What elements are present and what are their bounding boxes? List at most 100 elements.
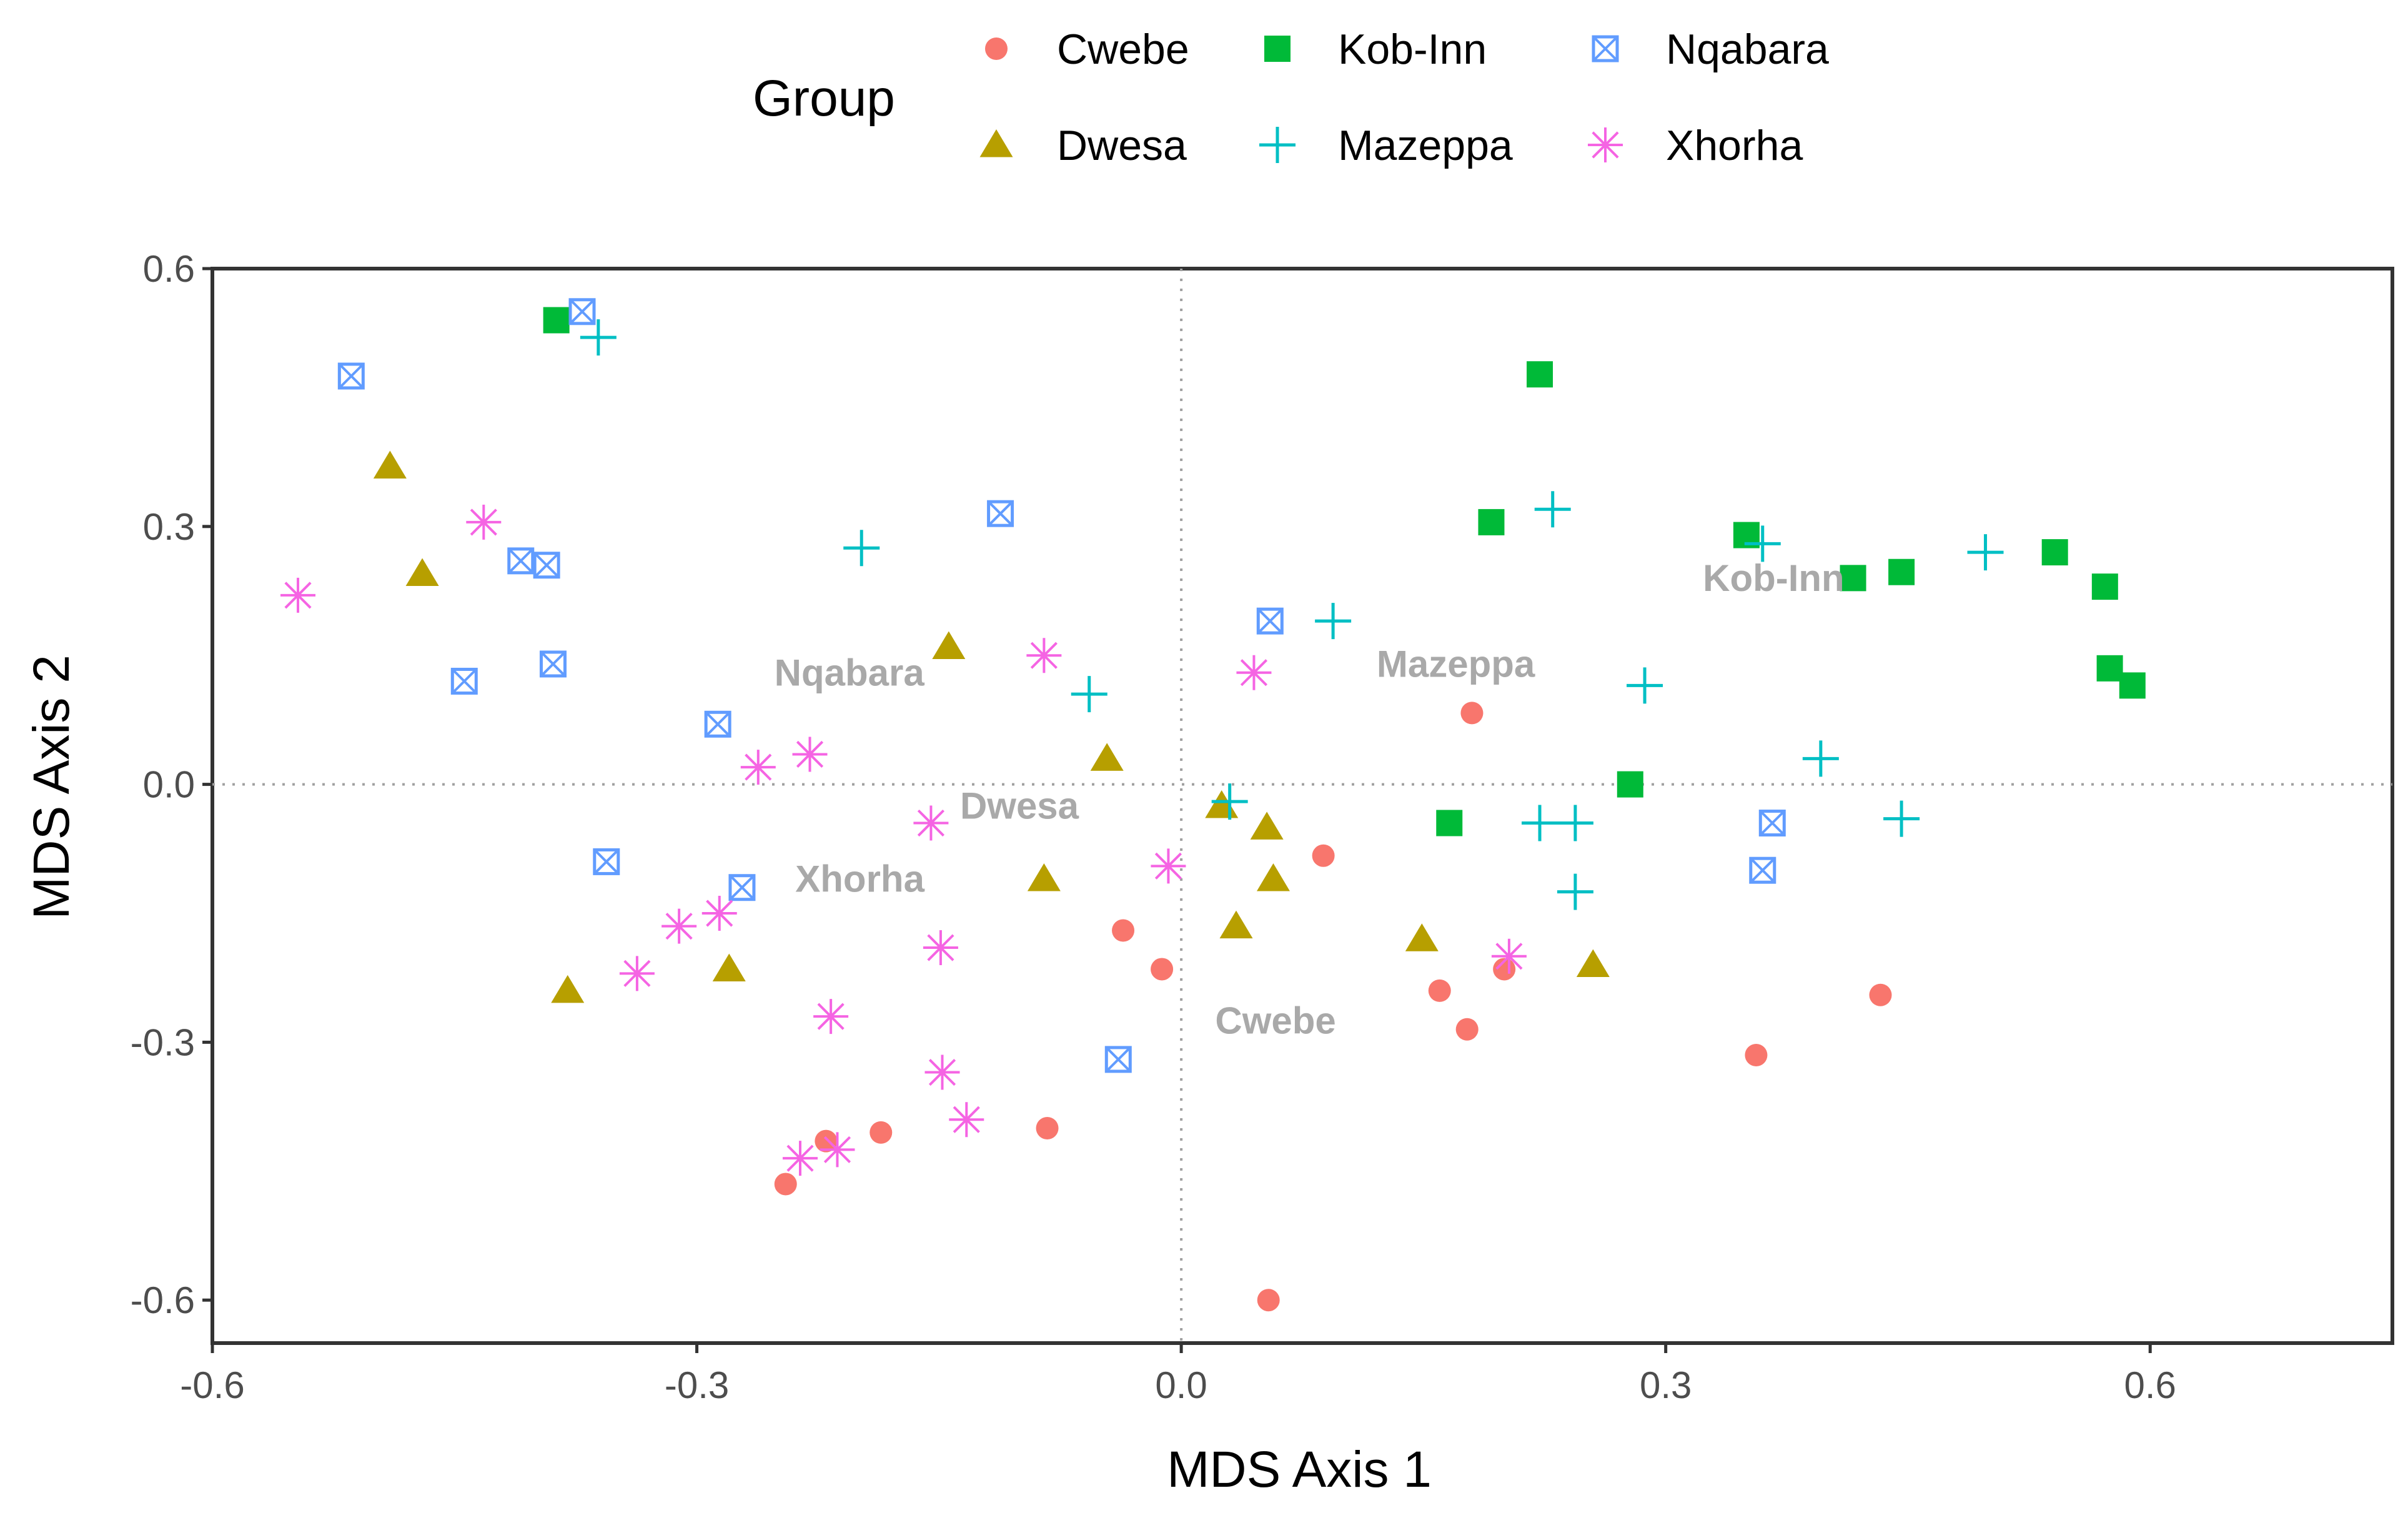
- data-point: [792, 737, 828, 772]
- data-point: [1534, 491, 1571, 528]
- data-point: [1090, 743, 1124, 771]
- data-point: [1883, 800, 1920, 837]
- data-point: [843, 530, 880, 567]
- data-point: [507, 547, 535, 575]
- data-point: [774, 1173, 797, 1196]
- legend-key: [1259, 127, 1296, 163]
- series-mazeppa: [580, 319, 2004, 910]
- x-tick-label: -0.6: [180, 1364, 244, 1406]
- data-point: [533, 552, 560, 579]
- data-point: [820, 1132, 855, 1168]
- centroid-label: Dwesa: [960, 785, 1079, 827]
- legend-key: [979, 129, 1013, 157]
- data-point: [949, 1102, 984, 1138]
- data-point: [1802, 740, 1839, 777]
- data-point: [373, 450, 407, 479]
- legend-key: [985, 37, 1008, 60]
- plot-panel: [211, 267, 2394, 1345]
- data-point: [728, 874, 756, 901]
- data-point: [1627, 667, 1663, 704]
- data-point: [1027, 863, 1061, 891]
- data-point: [712, 953, 746, 981]
- legend-key: [1264, 36, 1291, 62]
- data-point: [2041, 539, 2068, 566]
- data-point: [1436, 810, 1463, 836]
- centroid-label: Nqabara: [775, 652, 925, 693]
- data-point: [913, 805, 949, 841]
- legend: Group Cwebe Kob-Inn Nqabara Dwesa Mazeppa Xho…: [753, 26, 1829, 169]
- legend-label: Nqabara: [1666, 26, 1829, 73]
- data-point: [1576, 949, 1610, 978]
- data-point: [1527, 361, 1553, 388]
- data-point: [1211, 783, 1248, 820]
- data-point: [1967, 534, 2004, 571]
- legend-label: Dwesa: [1057, 122, 1187, 169]
- data-point: [1256, 863, 1290, 891]
- data-point: [1428, 979, 1451, 1002]
- series-xhorha: [280, 504, 1527, 1176]
- data-point: [1036, 1117, 1059, 1139]
- data-point: [1840, 565, 1866, 592]
- legend-label: Kob-Inn: [1338, 26, 1487, 73]
- data-point: [1250, 811, 1284, 840]
- data-point: [1491, 938, 1527, 974]
- data-point: [923, 930, 958, 966]
- legend-label: Xhorha: [1666, 122, 1803, 169]
- legend-item-nqabara: Nqabara: [1592, 26, 1829, 73]
- data-point: [1257, 1289, 1280, 1312]
- data-point: [1405, 923, 1439, 951]
- centroid-label: Cwebe: [1215, 1000, 1335, 1042]
- data-point: [543, 307, 570, 334]
- data-point: [580, 319, 617, 356]
- data-point: [932, 631, 966, 659]
- data-point: [1888, 558, 1915, 585]
- data-point: [539, 650, 567, 678]
- data-point: [1151, 958, 1174, 981]
- legend-key: [1588, 127, 1623, 162]
- x-axis-title: MDS Axis 1: [1167, 1441, 1432, 1498]
- data-point: [1151, 848, 1186, 884]
- centroid-label: Xhorha: [795, 858, 924, 900]
- legend-item-dwesa: Dwesa: [979, 122, 1187, 169]
- data-point: [405, 558, 439, 586]
- y-tick-label: -0.3: [131, 1021, 195, 1063]
- data-point: [1745, 1044, 1768, 1067]
- data-point: [2096, 655, 2123, 682]
- data-point: [987, 500, 1014, 527]
- legend-item-cwebe: Cwebe: [985, 26, 1189, 73]
- data-point: [1557, 805, 1593, 841]
- data-point: [661, 908, 697, 944]
- data-point: [701, 896, 737, 931]
- centroid-label: Mazeppa: [1377, 643, 1535, 685]
- data-point: [1869, 983, 1892, 1006]
- legend-item-xhorha: Xhorha: [1588, 122, 1803, 169]
- data-point: [450, 667, 478, 695]
- x-tick-label: 0.0: [1155, 1364, 1207, 1406]
- data-point: [813, 999, 849, 1034]
- data-point: [1071, 676, 1107, 713]
- legend-item-mazeppa: Mazeppa: [1259, 122, 1513, 169]
- data-point: [568, 298, 596, 325]
- data-point: [466, 504, 502, 540]
- data-point: [1455, 1018, 1479, 1041]
- data-point: [337, 362, 365, 390]
- data-point: [1749, 856, 1776, 884]
- y-tick-label: 0.3: [143, 506, 195, 548]
- data-point: [1617, 771, 1643, 798]
- legend-key: [1592, 35, 1619, 62]
- data-point: [870, 1121, 893, 1144]
- data-point: [815, 1129, 838, 1153]
- data-point: [1312, 844, 1335, 867]
- data-point: [1478, 508, 1505, 535]
- y-tick-label: 0.0: [143, 764, 195, 806]
- x-tick-label: 0.6: [2124, 1364, 2176, 1406]
- data-point: [924, 1054, 960, 1090]
- data-point: [280, 577, 316, 613]
- data-point: [1026, 638, 1062, 673]
- data-point: [1112, 919, 1135, 942]
- x-tick-label: 0.3: [1640, 1364, 1692, 1406]
- data-point: [783, 1141, 818, 1176]
- legend-item-kob-inn: Kob-Inn: [1264, 26, 1487, 73]
- data-point: [1236, 655, 1272, 690]
